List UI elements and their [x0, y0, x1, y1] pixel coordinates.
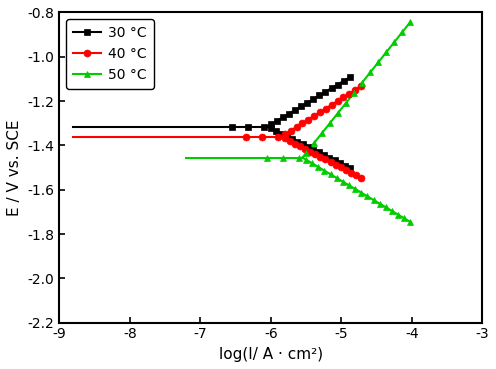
Y-axis label: E / V vs. SCE: E / V vs. SCE [7, 119, 22, 216]
X-axis label: log(I/ A · cm²): log(I/ A · cm²) [219, 347, 323, 362]
Legend: 30 °C, 40 °C, 50 °C: 30 °C, 40 °C, 50 °C [66, 20, 154, 89]
